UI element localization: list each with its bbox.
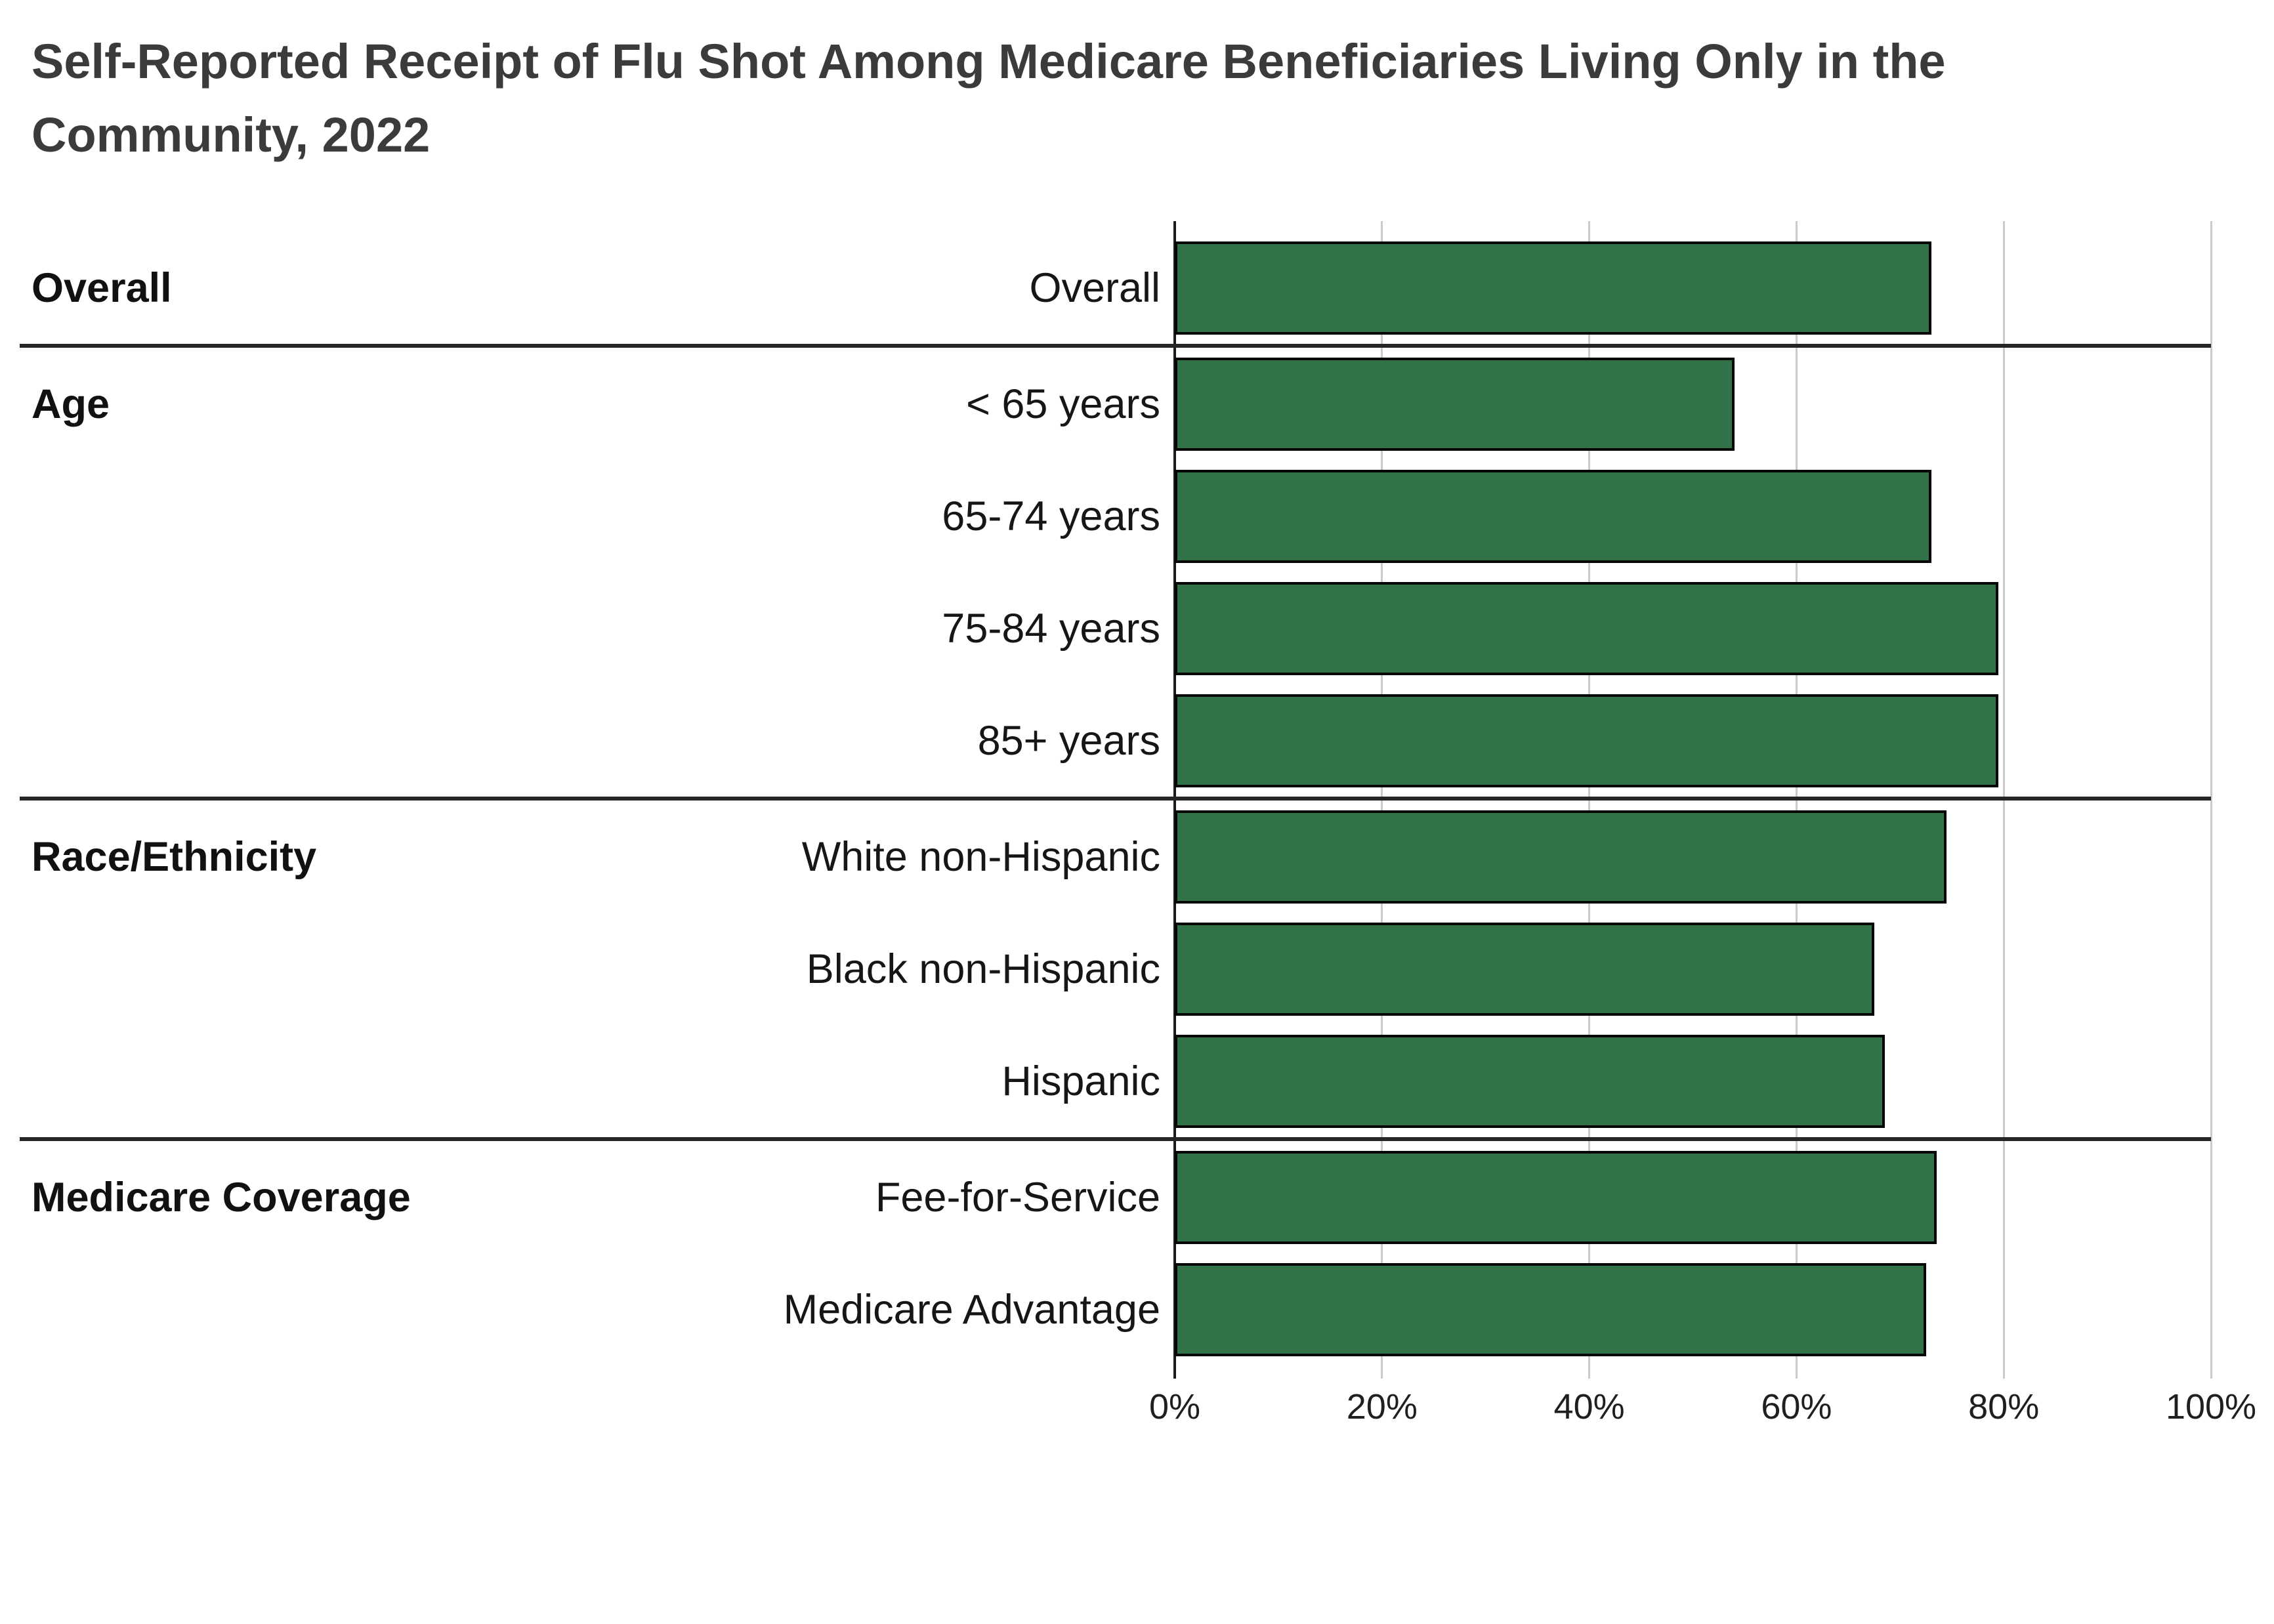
row-label-hispanic: Hispanic [1001, 1058, 1160, 1104]
chart-row-fee-for-service: Fee-for-Service [20, 1141, 2211, 1253]
section-overall: Overall Overall [20, 232, 2211, 344]
chart-row-65-years: < 65 years [20, 348, 2211, 460]
x-tick-40: 40% [1553, 1387, 1625, 1426]
row-label-fee-for-service: Fee-for-Service [875, 1174, 1160, 1220]
bar-65-74-years [1175, 469, 1931, 563]
chart-title-line2: Community, 2022 [32, 108, 431, 162]
row-label-white-non-hispanic: White non-Hispanic [801, 833, 1160, 880]
row-label-65-years: < 65 years [966, 381, 1160, 427]
chart-row-85-years: 85+ years [20, 684, 2211, 797]
bar-hispanic [1175, 1034, 1885, 1128]
row-label-65-74-years: 65-74 years [942, 493, 1160, 539]
row-label-medicare-advantage: Medicare Advantage [783, 1286, 1160, 1333]
section-medicare-coverage: Medicare Coverage Fee-for-Service Medicare… [20, 1137, 2211, 1365]
group-label-age: Age [32, 381, 110, 427]
row-label-black-non-hispanic: Black non-Hispanic [806, 946, 1160, 992]
row-label-overall: Overall [1029, 264, 1160, 311]
chart: Overall Overall Age < 65 years 65-74 years 75… [20, 221, 2212, 1379]
bar-85-years [1175, 694, 1999, 787]
bar-fee-for-service [1175, 1150, 1937, 1244]
bar-65-years [1175, 357, 1735, 451]
row-label-75-84-years: 75-84 years [942, 605, 1160, 652]
x-tick-80: 80% [1968, 1387, 2040, 1426]
bar-black-non-hispanic [1175, 922, 1874, 1016]
bar-medicare-advantage [1175, 1262, 1926, 1356]
chart-row-medicare-advantage: Medicare Advantage [20, 1253, 2211, 1365]
x-tick-60: 60% [1761, 1387, 1832, 1426]
chart-row-hispanic: Hispanic [20, 1025, 2211, 1137]
gridline-100 [2210, 221, 2212, 1379]
group-label-race-ethnicity: Race/Ethnicity [32, 833, 317, 880]
row-label-85-years: 85+ years [977, 717, 1160, 764]
bar-overall [1175, 241, 1931, 335]
sections: Overall Overall Age < 65 years 65-74 years 75… [20, 221, 2211, 1379]
section-age: Age < 65 years 65-74 years 75-84 years 85+ y… [20, 344, 2211, 797]
section-race-ethnicity: Race/Ethnicity White non-Hispanic Black no… [20, 797, 2211, 1137]
chart-title: Self-Reported Receipt of Flu Shot Among … [32, 25, 2237, 172]
x-tick-100: 100% [2165, 1387, 2257, 1426]
chart-row-75-84-years: 75-84 years [20, 572, 2211, 684]
bar-white-non-hispanic [1175, 810, 1947, 904]
chart-title-line1: Self-Reported Receipt of Flu Shot Among … [32, 34, 1946, 89]
chart-row-65-74-years: 65-74 years [20, 460, 2211, 572]
x-axis-ticks: 0% 20% 40% 60% 80% 100% [0, 1380, 2274, 1439]
bar-75-84-years [1175, 581, 1999, 675]
chart-row-white-non-hispanic: White non-Hispanic [20, 801, 2211, 913]
group-label-overall: Overall [32, 264, 172, 311]
x-tick-20: 20% [1346, 1387, 1418, 1426]
x-tick-0: 0% [1148, 1387, 1201, 1426]
chart-row-overall: Overall [20, 232, 2211, 344]
group-label-medicare-coverage: Medicare Coverage [32, 1174, 411, 1220]
chart-row-black-non-hispanic: Black non-Hispanic [20, 913, 2211, 1025]
